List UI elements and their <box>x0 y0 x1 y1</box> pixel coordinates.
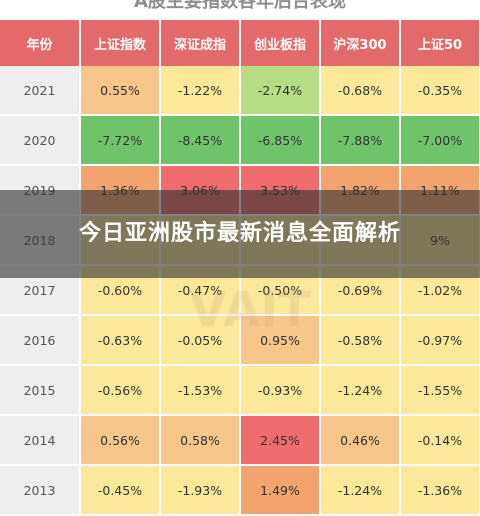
column-header-szse: 深证成指 <box>160 20 241 66</box>
headline-text[interactable]: 今日亚洲股市最新消息全面解析 <box>78 221 401 246</box>
value-cell: -6.85% <box>240 115 321 166</box>
value-cell: -2.74% <box>240 66 321 116</box>
year-cell: 2020 <box>0 115 81 166</box>
year-cell: 2014 <box>0 415 81 466</box>
headline-banner[interactable]: 今日亚洲股市最新消息全面解析 <box>0 190 480 278</box>
value-cell: -1.55% <box>400 365 480 416</box>
value-cell: -0.68% <box>320 66 401 116</box>
year-cell: 2013 <box>0 465 81 516</box>
value-cell: -0.97% <box>400 315 480 366</box>
table-row: 2014 0.56% 0.58% 2.45% 0.46% -0.14% <box>0 415 480 466</box>
value-cell: -0.35% <box>400 66 480 116</box>
column-header-csi300: 沪深300 <box>320 20 401 66</box>
table-row: 2020 -7.72% -8.45% -6.85% -7.88% -7.00% <box>0 115 480 166</box>
column-header-year: 年份 <box>0 20 81 66</box>
value-cell: -1.22% <box>160 66 241 116</box>
value-cell: -0.14% <box>400 415 480 466</box>
table-row: 2015 -0.56% -1.53% -0.93% -1.24% -1.55% <box>0 365 480 416</box>
page-title: A股主要指数各年后台表现 <box>134 0 346 11</box>
value-cell: -7.88% <box>320 115 401 166</box>
column-header-sse50: 上证50 <box>400 20 480 66</box>
value-cell: -7.72% <box>80 115 161 166</box>
table-row: 2013 -0.45% -1.93% 1.49% -1.24% -1.36% <box>0 465 480 516</box>
value-cell: -8.45% <box>160 115 241 166</box>
value-cell: -0.93% <box>240 365 321 416</box>
value-cell: -1.93% <box>160 465 241 516</box>
value-cell: 0.46% <box>320 415 401 466</box>
value-cell: -1.24% <box>320 465 401 516</box>
year-cell: 2016 <box>0 315 81 366</box>
value-cell: 1.49% <box>240 465 321 516</box>
value-cell: -1.53% <box>160 365 241 416</box>
value-cell: -0.58% <box>320 315 401 366</box>
value-cell: -0.56% <box>80 365 161 416</box>
value-cell: 0.56% <box>80 415 161 466</box>
column-header-sse: 上证指数 <box>80 20 161 66</box>
value-cell: -0.45% <box>80 465 161 516</box>
table-header-row: 年份 上证指数 深证成指 创业板指 沪深300 上证50 <box>0 20 480 66</box>
table-row: 2021 0.55% -1.22% -2.74% -0.68% -0.35% <box>0 66 480 116</box>
value-cell: 0.58% <box>160 415 241 466</box>
value-cell: -7.00% <box>400 115 480 166</box>
value-cell: -0.05% <box>160 315 241 366</box>
value-cell: 0.95% <box>240 315 321 366</box>
table-row: 2016 -0.63% -0.05% 0.95% -0.58% -0.97% <box>0 315 480 366</box>
table-row: 2017 -0.60% -0.47% -0.50% -0.69% -1.02% <box>0 265 480 316</box>
value-cell: -1.24% <box>320 365 401 416</box>
column-header-chinext: 创业板指 <box>240 20 321 66</box>
value-cell: -0.63% <box>80 315 161 366</box>
year-cell: 2015 <box>0 365 81 416</box>
year-cell: 2021 <box>0 66 81 116</box>
value-cell: 0.55% <box>80 66 161 116</box>
value-cell: -1.36% <box>400 465 480 516</box>
value-cell: 2.45% <box>240 415 321 466</box>
